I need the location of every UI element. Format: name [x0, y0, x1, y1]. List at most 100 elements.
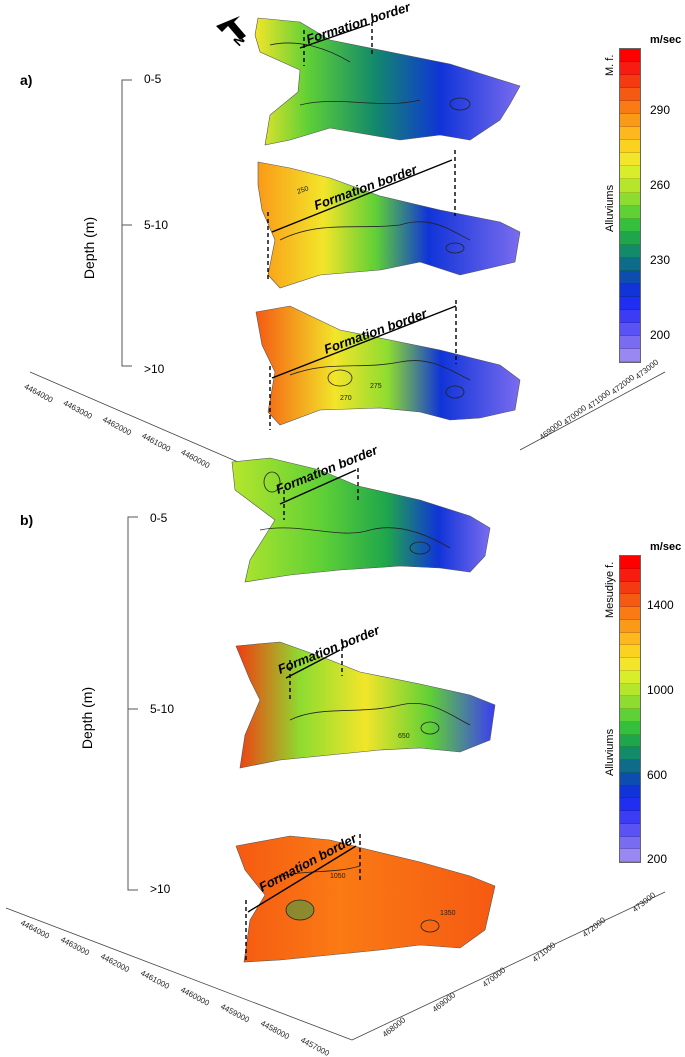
- colorbar-a-swatch-18: [620, 283, 640, 297]
- axis-ticks-a-left: 4464000 4463000 4462000 4461000 4460000: [23, 382, 212, 470]
- contours-a: [269, 42, 471, 399]
- colorbar-a-swatch-20: [620, 309, 640, 323]
- colorbar-b-swatch-11: [620, 696, 640, 709]
- axis-tick-b-left-7: 4457000: [299, 1035, 331, 1057]
- north-label: N: [230, 32, 247, 49]
- colorbar-a-swatch-1: [620, 62, 640, 76]
- colorbar-b-swatch-7: [620, 645, 640, 658]
- colorbar-a-swatch-13: [620, 218, 640, 232]
- axis-tick-b-left-0: 4464000: [19, 918, 51, 941]
- axis-tick-a-right-0: 469000: [538, 418, 565, 442]
- colorbar-b-swatch-16: [620, 760, 640, 773]
- colorbar-a-swatch-15: [620, 244, 640, 258]
- colorbar-b-swatch-14: [620, 734, 640, 748]
- panel-a-depth-1: 5-10: [144, 218, 169, 232]
- formation-border-label-a-0: Formation border: [304, 0, 413, 47]
- axis-tick-a-left-0: 4464000: [23, 382, 55, 405]
- axis-tick-b-left-3: 4461000: [139, 968, 171, 991]
- colorbar-b-swatch-23: [620, 849, 640, 862]
- axis-tick-a-left-4: 4460000: [179, 448, 211, 471]
- colorbar-b-unit: m/sec: [650, 541, 682, 553]
- colorbar-a-swatch-3: [620, 88, 640, 102]
- colorbar-a-swatch-19: [620, 296, 640, 310]
- depth-bracket-b: [127, 516, 138, 891]
- colorbar-a-swatch-22: [620, 336, 640, 350]
- colorbar-a-swatch-16: [620, 257, 640, 271]
- colorbar-b-swatch-17: [620, 772, 640, 786]
- colorbar-b-tick-200: 200: [647, 852, 668, 866]
- colorbar-b-tick-1000: 1000: [647, 683, 674, 697]
- colorbar-a-swatch-10: [620, 179, 640, 193]
- colorbar-b-swatch-19: [620, 798, 640, 811]
- colorbar-b-swatch-20: [620, 811, 640, 824]
- axis-tick-b-left-2: 4462000: [99, 952, 131, 975]
- axes-a: [29, 371, 666, 463]
- colorbar-b-swatch-1: [620, 568, 640, 582]
- axes-b: [5, 891, 666, 1041]
- colorbar-b-swatch-8: [620, 658, 640, 671]
- depth-bracket-a: [121, 79, 132, 367]
- formation-border-b-2: [245, 834, 361, 960]
- colorbar-b-swatch-12: [620, 709, 640, 722]
- slice-b-gt10: [235, 835, 496, 963]
- colorbar-b-swatch-3: [620, 594, 640, 607]
- colorbar-a-swatch-4: [620, 101, 640, 115]
- axis-tick-b-left-6: 4458000: [259, 1019, 291, 1042]
- colorbar-b-tick-600: 600: [647, 768, 668, 782]
- colorbar-a-swatch-14: [620, 231, 640, 245]
- colorbar-b-swatch-10: [620, 683, 640, 697]
- panel-a-label: a): [20, 72, 33, 88]
- slice-a-gt10: [255, 305, 521, 426]
- contour-label-a-0: 250: [296, 185, 309, 196]
- panel-a-depth-2: >10: [144, 362, 165, 376]
- colorbar-a-swatch-21: [620, 322, 640, 337]
- colorbar-a-swatch-5: [620, 114, 640, 128]
- panel-b-depth-2: >10: [150, 882, 171, 896]
- colorbar-a-tick-260: 260: [650, 178, 671, 192]
- axis-tick-a-right-3: 472000: [610, 373, 637, 397]
- formation-border-a-2: [269, 300, 457, 430]
- colorbar-b-swatch-5: [620, 619, 640, 633]
- slice-b-0-5: [231, 457, 491, 583]
- colorbar-b-swatch-0: [620, 556, 640, 569]
- colorbar-a-tick-200: 200: [650, 328, 671, 342]
- north-arrow-icon: N: [216, 16, 248, 49]
- colorbar-b-swatch-9: [620, 670, 640, 684]
- axis-tick-b-left-4: 4460000: [179, 985, 211, 1008]
- axis-tick-a-left-3: 4461000: [140, 431, 172, 454]
- colorbar-a-swatch-7: [620, 140, 640, 154]
- slice-a-0-5: [254, 17, 521, 146]
- colorbar-b-swatch-18: [620, 785, 640, 799]
- colorbar-a-tick-290: 290: [650, 103, 671, 117]
- colorbar-a-swatch-0: [620, 49, 640, 63]
- colorbar-a-swatch-17: [620, 270, 640, 284]
- slice-b-5-10: [235, 641, 496, 769]
- colorbar-b-swatch-2: [620, 581, 640, 595]
- contour-label-b-0: 650: [398, 733, 410, 740]
- colorbar-a-swatch-9: [620, 166, 640, 180]
- contours-b: [259, 471, 471, 933]
- colorbar-a-unit: m/sec: [650, 34, 682, 46]
- colorbar-a-swatch-6: [620, 127, 640, 141]
- slice-a-5-10: [257, 161, 521, 289]
- axis-tick-a-left-1: 4463000: [62, 398, 94, 421]
- colorbar-a-swatch-2: [620, 75, 640, 89]
- colorbar-a-tick-230: 230: [650, 253, 671, 267]
- colorbar-b-swatch-22: [620, 836, 640, 850]
- axis-tick-b-right-1: 469000: [431, 990, 458, 1014]
- panel-a-depth-0: 0-5: [144, 72, 162, 86]
- axis-tick-b-right-0: 468000: [381, 1015, 408, 1039]
- colorbar-a-swatch-12: [620, 205, 640, 219]
- formation-border-b-1: [285, 640, 343, 700]
- contour-label-a-1: 275: [370, 383, 382, 390]
- colorbar-a: [619, 48, 641, 363]
- formation-border-a-0: [299, 22, 373, 66]
- colorbar-b-swatch-15: [620, 747, 640, 760]
- axis-tick-a-left-2: 4462000: [101, 415, 133, 438]
- axis-tick-b-right-5: 473000: [631, 890, 658, 914]
- colorbar-b-swatch-4: [620, 607, 640, 620]
- colorbar-b-swatch-13: [620, 721, 640, 735]
- axis-tick-b-left-5: 4459000: [219, 1002, 251, 1025]
